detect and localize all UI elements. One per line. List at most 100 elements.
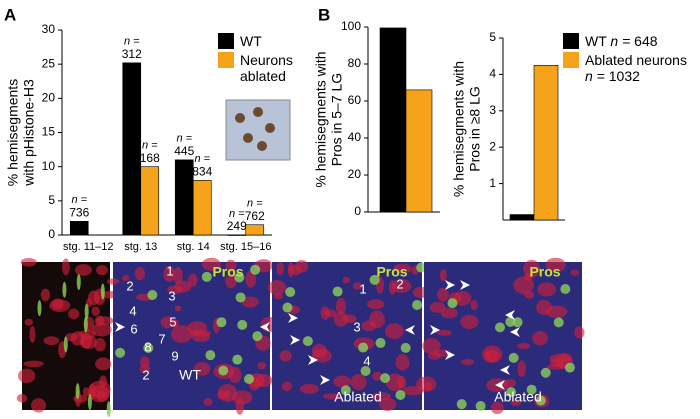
x-tick-label: stg. 14 [177, 241, 210, 253]
stain-label: Pros [212, 264, 243, 280]
n-value: 445 [174, 144, 194, 158]
stain-red [94, 315, 105, 327]
y-axis-label: % hemisegments [5, 79, 21, 186]
stain-green [201, 271, 212, 282]
stain-green [234, 272, 245, 283]
stain-green [360, 365, 371, 376]
n-value: 762 [245, 209, 265, 223]
stain-red [163, 265, 175, 283]
arrowhead [500, 365, 510, 375]
arrowhead [510, 327, 520, 337]
n-label: n = [194, 153, 210, 165]
arrowhead [445, 350, 455, 360]
stain-red [335, 297, 346, 315]
x-tick-label: stg. 13 [124, 241, 157, 253]
stain-red [324, 309, 337, 318]
stain-green [375, 337, 386, 348]
cell-number: 5 [169, 314, 176, 329]
stain-green [332, 286, 343, 297]
stain-red [352, 282, 363, 290]
cell-number: 3 [353, 319, 360, 334]
y-axis-label: with pHistone-H3 [21, 79, 37, 187]
inset-cell [235, 113, 245, 123]
legend-swatch [218, 33, 234, 49]
stain-green [540, 367, 551, 378]
stain-red [429, 301, 446, 313]
stain-red [440, 307, 458, 319]
stain-red [299, 384, 319, 394]
stain-red [322, 393, 342, 400]
stain-red [436, 287, 449, 302]
arrowhead [460, 280, 470, 290]
stain-red [23, 360, 44, 368]
cell-number: 4 [129, 303, 136, 318]
y-tick-label: 1 [489, 176, 496, 190]
stain-red [439, 269, 447, 282]
bar [69, 221, 89, 236]
arrowhead [495, 380, 505, 390]
y-tick-label: 100 [341, 19, 361, 33]
legend-label: WT [240, 33, 262, 49]
stain-green [100, 283, 105, 300]
n-label: n = [610, 33, 631, 49]
stain-red [350, 374, 367, 391]
stain-green [205, 350, 216, 361]
cell-number: 9 [171, 348, 178, 363]
stain-red [67, 308, 80, 320]
stain-green [63, 336, 68, 353]
panel-caption: Ablated [334, 389, 381, 405]
inset-cell [253, 107, 263, 117]
stain-red [43, 336, 60, 346]
stain-green [302, 336, 313, 347]
n-label: n = [229, 208, 245, 220]
stain-red [395, 354, 410, 371]
y-tick-label: 15 [42, 125, 56, 139]
stain-green [83, 316, 88, 333]
inset-cell [243, 133, 253, 143]
stain-green [282, 302, 293, 313]
stain-red [342, 276, 350, 284]
stain-red [342, 314, 357, 324]
stain-red [20, 257, 37, 267]
stain-green [535, 395, 546, 406]
stain-red [31, 398, 47, 413]
stain-red [241, 296, 259, 308]
stain-red [174, 305, 181, 312]
stain-red [91, 306, 100, 316]
stain-red [517, 342, 531, 350]
stain-red [51, 298, 64, 310]
bar [140, 166, 160, 236]
stain-red [570, 269, 580, 276]
stain-green [380, 373, 391, 384]
stain-red [29, 325, 36, 343]
stain-green [505, 316, 516, 327]
y-axis-label: Pros in ≥8 LG [467, 86, 483, 172]
n-label: n = [247, 198, 263, 210]
stain-green [76, 274, 81, 291]
stain-green [495, 322, 506, 333]
y-tick-label: 0 [354, 204, 361, 218]
stain-green [250, 264, 261, 275]
panel-caption: Ablated [494, 389, 541, 405]
stain-red [61, 258, 70, 276]
stain-green [395, 389, 406, 400]
stain-red [484, 350, 492, 360]
stain-green [218, 365, 229, 376]
bar [192, 180, 212, 236]
stain-red [288, 264, 303, 276]
stain-red [532, 331, 549, 346]
arrowhead [430, 325, 440, 335]
stain-red [460, 359, 475, 366]
n-value: 168 [140, 151, 160, 165]
stain-green [285, 287, 296, 298]
legend-label: Ablated neurons n = 1032 [585, 52, 697, 84]
panel-letter: B [318, 5, 330, 24]
stain-label: Pros [376, 264, 407, 280]
cell-number: 2 [126, 278, 133, 293]
stain-red [574, 326, 585, 339]
stain-green [87, 393, 92, 410]
y-tick-label: 5 [48, 193, 55, 207]
bar [122, 62, 142, 236]
arrowhead [405, 325, 415, 335]
